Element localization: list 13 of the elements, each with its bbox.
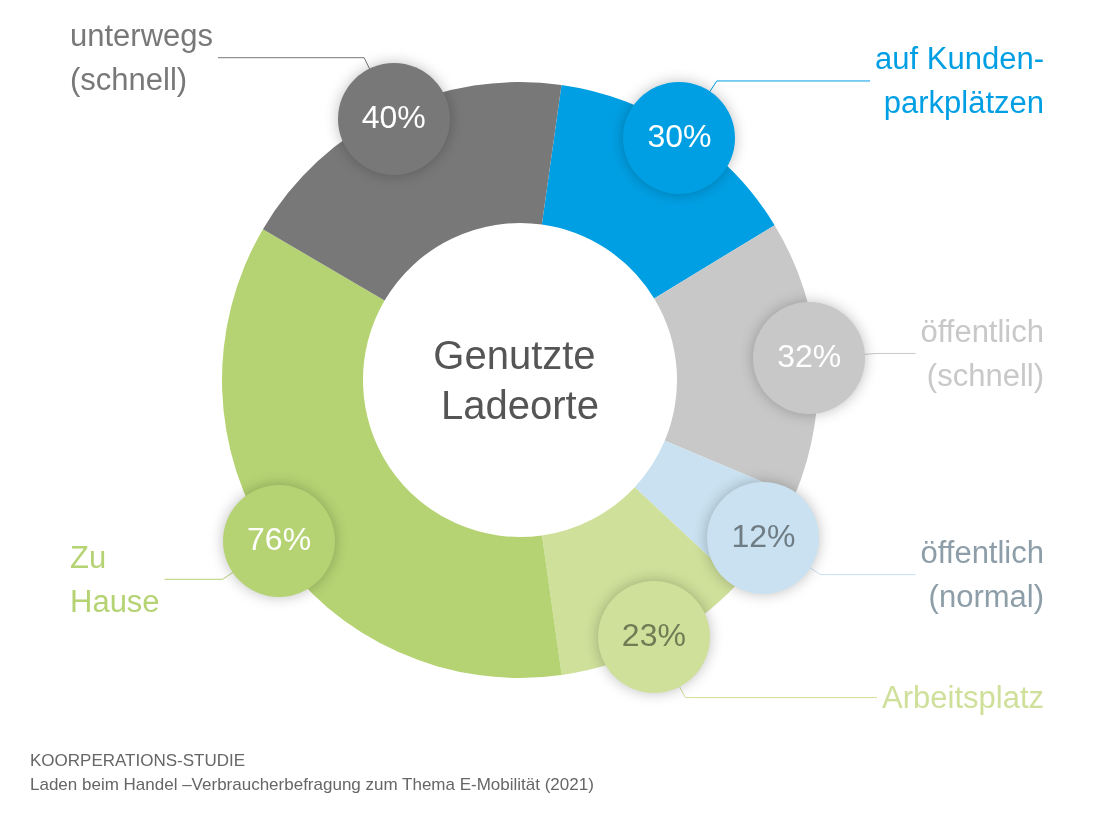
data-label: 40% — [360, 98, 427, 137]
text: Genutzte Ladeorte — [433, 333, 607, 427]
data-label: 30% — [646, 117, 713, 156]
text: KOORPERATIONS-STUDIE — [30, 751, 246, 770]
slice-label: öffentlich (normal) — [920, 535, 1044, 615]
data-label: 12% — [730, 517, 797, 556]
slice-label: auf Kunden- parkplätzen — [875, 41, 1044, 121]
text: Laden beim Handel –Verbraucherbefragung zum Thema E-Mobilität (2021) — [30, 775, 594, 794]
data-label: 76% — [246, 521, 313, 560]
data-label: 23% — [620, 617, 687, 656]
slice-label: Arbeitsplatz — [882, 680, 1044, 716]
slice-label: unterwegs (schnell) — [70, 18, 214, 98]
slice-label: Zu Hause — [70, 539, 160, 619]
